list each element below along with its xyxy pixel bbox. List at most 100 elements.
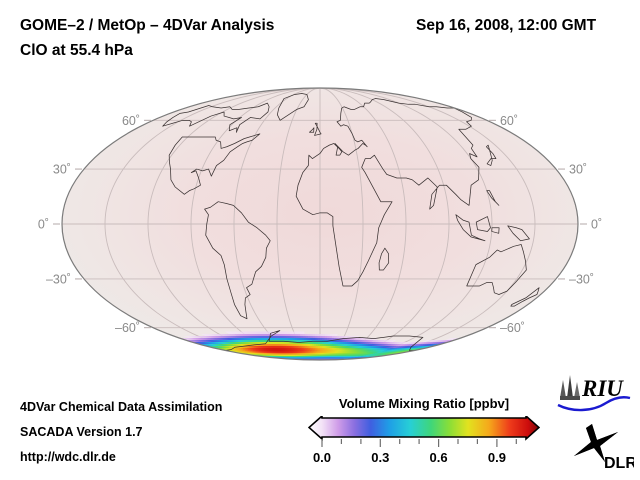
plume-cell (308, 357, 313, 359)
plume-cell (314, 344, 317, 347)
plume-cell (327, 346, 330, 348)
plume-cell (306, 338, 309, 341)
plume-cell (323, 357, 326, 359)
plume-cell (280, 351, 286, 353)
plume-cell (364, 340, 370, 343)
plume-cell (211, 344, 220, 347)
plume-cell (311, 344, 315, 347)
plume-cell (320, 358, 322, 360)
plume-cell (269, 349, 275, 352)
plume-cell (449, 338, 458, 341)
plume-cell (259, 354, 269, 356)
plume-cell (377, 340, 383, 343)
plume-cell (290, 357, 299, 359)
plume-cell (373, 344, 379, 347)
plume-cell (209, 342, 218, 345)
plume-cell (351, 340, 356, 343)
plume-cell (328, 358, 334, 360)
plume-cell (362, 346, 368, 348)
plume-cell (325, 358, 330, 360)
plume-cell (336, 349, 340, 352)
plume-cell (367, 344, 373, 347)
plume-cell (329, 336, 333, 339)
plume-cell (364, 347, 370, 350)
plume-cell (318, 347, 320, 350)
plume-cell (310, 358, 315, 360)
footer-link[interactable]: http://wdc.dlr.de (20, 450, 116, 464)
plume-cell (221, 344, 229, 347)
plume-cell (221, 338, 229, 341)
plume-cell (337, 340, 341, 343)
plume-cell (210, 336, 218, 339)
plume-cell (193, 338, 202, 341)
plume-cell (188, 340, 197, 343)
plume-cell (277, 353, 284, 355)
plume-cell (283, 357, 293, 359)
plume-cell (304, 347, 307, 350)
plume-cell (300, 357, 306, 359)
plume-cell (320, 357, 322, 359)
plume-cell (348, 354, 354, 356)
plume-cell (378, 351, 387, 353)
plume-cell (334, 340, 338, 343)
plume-cell (215, 336, 222, 339)
plume-cell (414, 342, 422, 345)
plume-cell (386, 344, 393, 347)
plume-cell (210, 346, 219, 348)
plume-cell (244, 340, 250, 343)
plume-cell (274, 346, 280, 348)
plume-cell (339, 353, 344, 355)
plume-cell (330, 354, 334, 356)
plume-cell (320, 354, 322, 356)
plume-cell (315, 357, 318, 359)
plume-cell (227, 346, 235, 348)
plume-cell (304, 355, 308, 358)
plume-cell (213, 346, 223, 348)
plume-cell (280, 346, 285, 348)
plume-cell (353, 355, 362, 358)
plume-cell (270, 347, 276, 350)
plume-cell (348, 351, 354, 353)
plume-cell (313, 338, 316, 341)
plume-cell (387, 353, 398, 355)
plume-cell (313, 358, 317, 360)
plume-cell (331, 347, 335, 350)
plume-cell (378, 353, 387, 355)
plume-cell (320, 344, 322, 347)
plume-cell (285, 349, 290, 352)
plume-cell (198, 338, 207, 341)
plume-cell (281, 344, 286, 347)
plume-cell (327, 355, 331, 358)
plume-cell (349, 340, 354, 343)
plume-cell (304, 357, 309, 359)
plume-cell (263, 347, 269, 350)
plume-cell (331, 357, 337, 359)
plume-cell (228, 340, 235, 343)
plume-cell (305, 357, 310, 359)
plume-cell (359, 355, 369, 358)
plume-cell (293, 331, 298, 334)
plume-cell (340, 344, 345, 347)
plume-cell (319, 355, 320, 358)
plume-cell (205, 344, 214, 347)
plume-cell (269, 342, 274, 345)
plume-cell (341, 336, 345, 339)
plume-cell (382, 347, 390, 350)
plume-cell (350, 353, 356, 355)
plume-cell (357, 347, 363, 350)
plume-cell (300, 347, 304, 350)
plume-cell (390, 340, 396, 343)
plume-cell (198, 342, 208, 345)
plume-cell (299, 331, 303, 334)
plume-cell (269, 354, 278, 356)
plume-cell (238, 331, 244, 334)
plume-cell (362, 351, 369, 353)
plume-cell (277, 347, 283, 350)
plume-cell (336, 347, 340, 350)
plume-cell (434, 342, 444, 345)
plume-cell (308, 338, 312, 341)
plume-cell (217, 338, 224, 341)
plume-cell (344, 344, 349, 347)
plume-cell (293, 344, 298, 347)
plume-cell (340, 351, 345, 353)
